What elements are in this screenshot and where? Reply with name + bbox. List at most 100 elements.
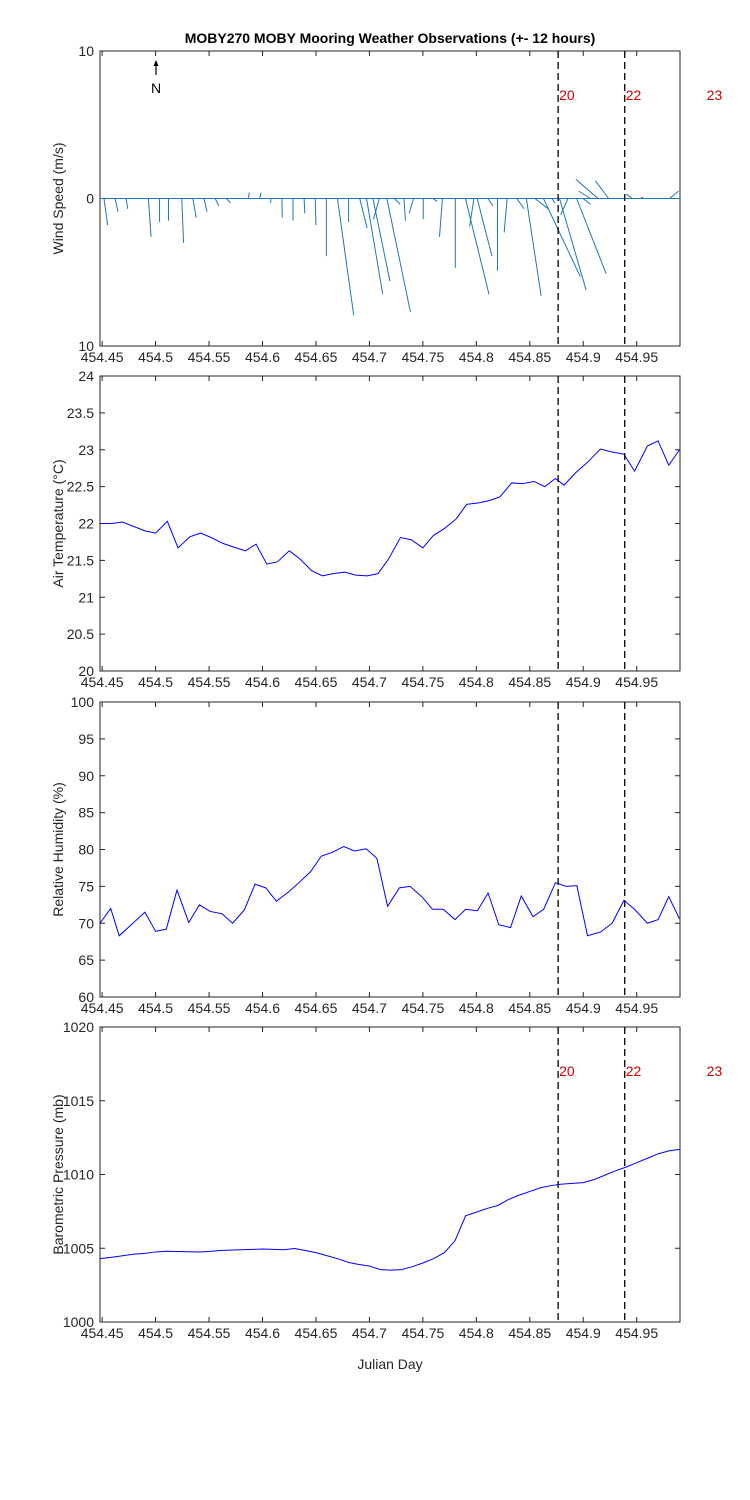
y-tick-label: 1000	[63, 1314, 94, 1330]
y-tick-label: 75	[78, 878, 94, 894]
x-tick-label: 454.55	[188, 1000, 231, 1016]
y-tick-label: 23.5	[67, 405, 94, 421]
plot-frame	[99, 701, 681, 998]
x-tick-label: 454.5	[138, 349, 173, 365]
wind-vector	[476, 198, 493, 257]
x-tick-label: 454.6	[245, 1000, 280, 1016]
time-marker-label: 22	[626, 87, 642, 103]
wind-vector	[259, 192, 262, 199]
x-tick-label: 454.65	[295, 349, 338, 365]
x-tick-label: 454.65	[295, 1325, 338, 1341]
time-marker-label: 20	[559, 1063, 575, 1079]
data-series-line	[100, 440, 680, 577]
y-axis-label: Wind Speed (m/s)	[50, 142, 66, 254]
wind-vector	[576, 198, 607, 274]
panel-3: 60 65 70 75 80 85 90 95 100 454.45 454.5 454.55 454.…	[50, 694, 681, 1016]
y-tick-label: 22.5	[67, 479, 94, 495]
x-tick-label: 454.5	[138, 1000, 173, 1016]
wind-vector	[125, 198, 129, 209]
data-series-line	[100, 846, 680, 937]
wind-vector	[578, 190, 591, 199]
wind-vector	[640, 196, 645, 199]
wind-vector	[438, 198, 443, 237]
x-tick-label: 454.95	[615, 349, 658, 365]
x-tick-label: 454.55	[188, 674, 231, 690]
wind-vector	[336, 198, 355, 316]
x-tick-label: 454.5	[138, 674, 173, 690]
time-marker-label: 20	[559, 87, 575, 103]
x-tick-label: 454.6	[245, 349, 280, 365]
x-tick-label: 454.7	[352, 674, 387, 690]
x-tick-label: 454.75	[401, 674, 444, 690]
y-tick-label: 21.5	[67, 552, 94, 568]
x-tick-label: 454.45	[81, 349, 124, 365]
x-tick-label: 454.8	[459, 1000, 494, 1016]
x-tick-label: 454.45	[81, 1000, 124, 1016]
wind-vector	[487, 198, 494, 207]
wind-vectors	[103, 178, 679, 316]
x-tick-label: 454.75	[401, 1325, 444, 1341]
y-tick-label: 60	[78, 989, 94, 1005]
x-tick-label: 454.95	[615, 1000, 658, 1016]
y-tick-label: 10	[78, 338, 94, 354]
panel-2: 20 20.5 21 21.5 22 22.5 23 23.5 24 454.45 454.5 454…	[50, 368, 681, 690]
wind-vector	[559, 198, 587, 291]
wind-vector	[403, 198, 406, 221]
wind-vector	[595, 180, 610, 199]
x-tick-label: 454.95	[615, 1325, 658, 1341]
y-axis-label: Relative Humidity (%)	[50, 782, 66, 917]
time-marker-label: 23	[707, 1063, 723, 1079]
wind-vector	[114, 198, 119, 212]
x-tick-label: 454.85	[508, 349, 551, 365]
x-axis-label: Julian Day	[357, 1356, 422, 1372]
wind-vector	[469, 198, 475, 227]
x-tick-label: 454.7	[352, 1000, 387, 1016]
y-tick-label: 100	[71, 694, 95, 710]
time-marker-label: 23	[707, 87, 723, 103]
wind-vector	[560, 198, 569, 215]
time-marker-label: 22	[626, 1063, 642, 1079]
wind-vector	[393, 198, 401, 205]
x-tick-label: 454.8	[459, 674, 494, 690]
x-tick-label: 454.6	[245, 674, 280, 690]
wind-vector	[359, 198, 368, 229]
y-tick-label: 21	[78, 589, 94, 605]
y-tick-label: 1005	[63, 1240, 94, 1256]
plot-frame	[99, 1026, 681, 1323]
plot-frame	[99, 375, 681, 672]
x-tick-label: 454.6	[245, 1325, 280, 1341]
wind-vector	[525, 198, 542, 296]
y-tick-label: 1010	[63, 1167, 94, 1183]
data-series-line	[100, 1148, 680, 1271]
y-tick-label: 1020	[63, 1019, 94, 1035]
wind-vector	[203, 198, 208, 212]
y-tick-label: 10	[78, 43, 94, 59]
y-tick-label: 70	[78, 915, 94, 931]
wind-vector	[214, 198, 220, 207]
x-tick-label: 454.5	[138, 1325, 173, 1341]
x-tick-label: 454.9	[566, 1000, 601, 1016]
x-tick-label: 454.9	[566, 1325, 601, 1341]
y-tick-label: 90	[78, 768, 94, 784]
y-tick-label: 80	[78, 842, 94, 858]
y-tick-label: 85	[78, 805, 94, 821]
wind-vector	[626, 193, 633, 199]
wind-vector	[225, 198, 232, 204]
x-tick-label: 454.85	[508, 674, 551, 690]
wind-vector	[248, 192, 250, 199]
y-tick-label: 95	[78, 731, 94, 747]
wind-vector	[582, 198, 591, 205]
wind-vector	[408, 198, 415, 214]
wind-vector	[147, 198, 152, 237]
north-label: N	[151, 80, 161, 96]
y-tick-label: 20.5	[67, 626, 94, 642]
x-tick-label: 454.55	[188, 349, 231, 365]
x-tick-label: 454.65	[295, 1000, 338, 1016]
x-tick-label: 454.8	[459, 1325, 494, 1341]
wind-vector	[503, 198, 508, 233]
x-tick-label: 454.7	[352, 1325, 387, 1341]
y-axis-label: Barometric Pressure (mb)	[50, 1094, 66, 1254]
y-tick-label: 24	[78, 368, 94, 384]
